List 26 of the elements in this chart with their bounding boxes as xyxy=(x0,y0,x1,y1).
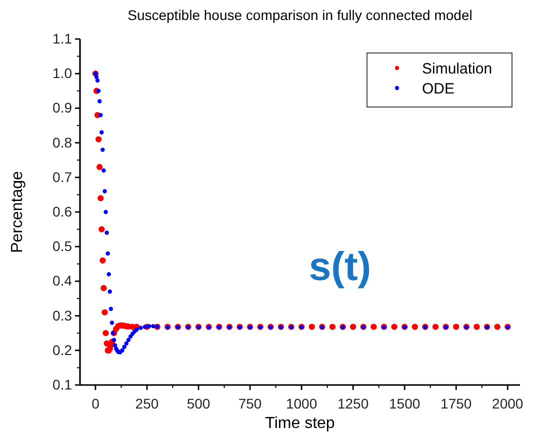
chart-title: Susceptible house comparison in fully connected model xyxy=(128,7,472,23)
x-tick-label: 1500 xyxy=(389,395,420,412)
y-tick-label: 0.7 xyxy=(52,168,72,185)
legend-label: Simulation xyxy=(422,60,492,78)
y-tick-label: 0.6 xyxy=(52,203,72,220)
x-tick-label: 500 xyxy=(186,395,210,412)
x-tick-label: 1750 xyxy=(440,395,472,412)
x-axis-title: Time step xyxy=(265,415,335,432)
y-tick-label: 0.9 xyxy=(52,100,72,116)
x-tick-label: 250 xyxy=(135,395,159,412)
y-tick-label: 0.5 xyxy=(52,238,72,254)
y-tick-label: 0.2 xyxy=(52,342,72,358)
y-tick-label: 0.8 xyxy=(52,134,72,150)
legend-label: ODE xyxy=(422,80,455,98)
x-tick-label: 750 xyxy=(238,395,262,412)
x-tick-label: 0 xyxy=(92,395,100,412)
annotation: s(t) xyxy=(308,245,372,289)
y-tick-label: 0.3 xyxy=(52,307,72,324)
y-tick-label: 1.0 xyxy=(52,65,72,82)
y-axis-title: Percentage xyxy=(9,170,26,253)
x-tick-label: 1250 xyxy=(337,395,369,412)
x-tick-label: 1000 xyxy=(286,395,318,412)
y-tick-label: 1.1 xyxy=(52,30,72,46)
y-tick-label: 0.1 xyxy=(52,376,72,392)
x-tick-label: 2000 xyxy=(492,395,524,412)
y-tick-label: 0.4 xyxy=(52,272,72,289)
